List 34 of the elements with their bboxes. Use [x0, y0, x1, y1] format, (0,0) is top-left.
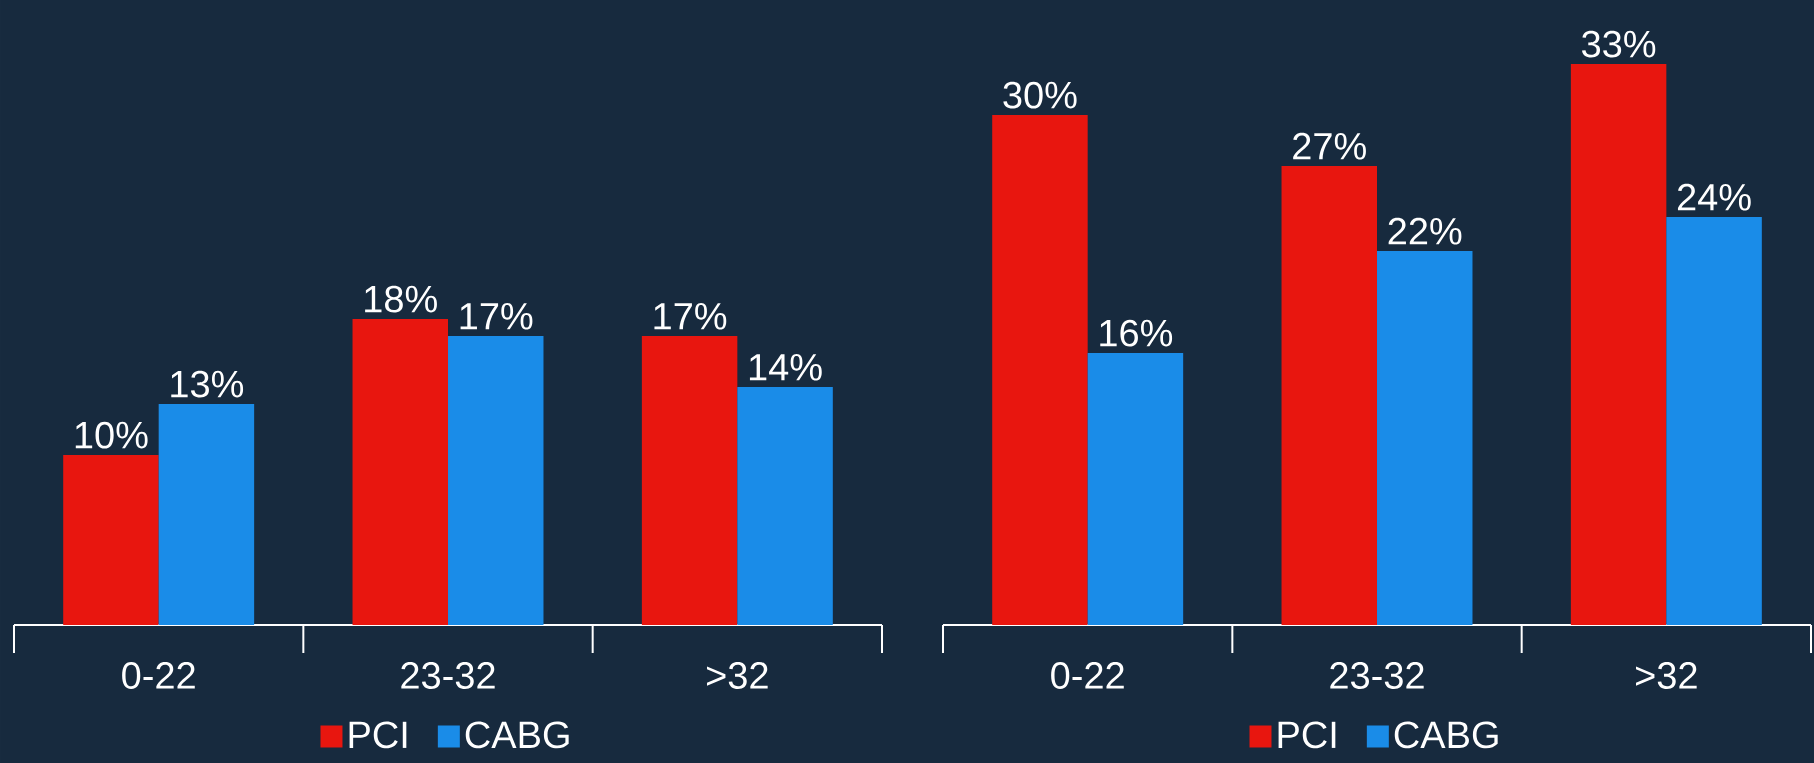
legend-label: CABG — [1394, 721, 1498, 749]
bar — [1570, 63, 1667, 625]
legend-label: PCI — [1278, 721, 1336, 749]
data-label: 16% — [1100, 319, 1173, 347]
data-label: 22% — [1388, 217, 1462, 245]
data-label: 13% — [171, 370, 244, 398]
x-tick-label: >32 — [706, 662, 768, 689]
x-tick-label: 23-32 — [1330, 662, 1424, 689]
data-label: 18% — [365, 285, 437, 313]
data-label: 33% — [1582, 30, 1656, 58]
bar — [1281, 165, 1378, 625]
data-label: 10% — [75, 421, 148, 449]
bar — [158, 403, 255, 625]
bar — [641, 335, 738, 625]
bar — [1666, 216, 1762, 625]
bar — [737, 386, 833, 625]
x-tick-label: 23-32 — [401, 662, 495, 689]
data-label: 17% — [460, 303, 533, 330]
bar — [1087, 352, 1184, 625]
x-tick-label: 0-22 — [122, 662, 195, 689]
bar — [1377, 250, 1473, 625]
data-label: 24% — [1677, 183, 1751, 211]
legend-label: CABG — [465, 721, 569, 749]
bar — [63, 454, 159, 625]
bar — [448, 335, 544, 625]
bar — [992, 114, 1088, 625]
bar — [352, 318, 449, 625]
x-tick-label: >32 — [1636, 662, 1697, 689]
data-label: 30% — [1003, 81, 1077, 109]
data-label: 27% — [1293, 132, 1366, 160]
x-tick-label: 0-22 — [1051, 662, 1124, 689]
data-label: 17% — [654, 303, 727, 330]
legend-label: PCI — [349, 721, 407, 749]
data-label: 14% — [749, 354, 822, 381]
